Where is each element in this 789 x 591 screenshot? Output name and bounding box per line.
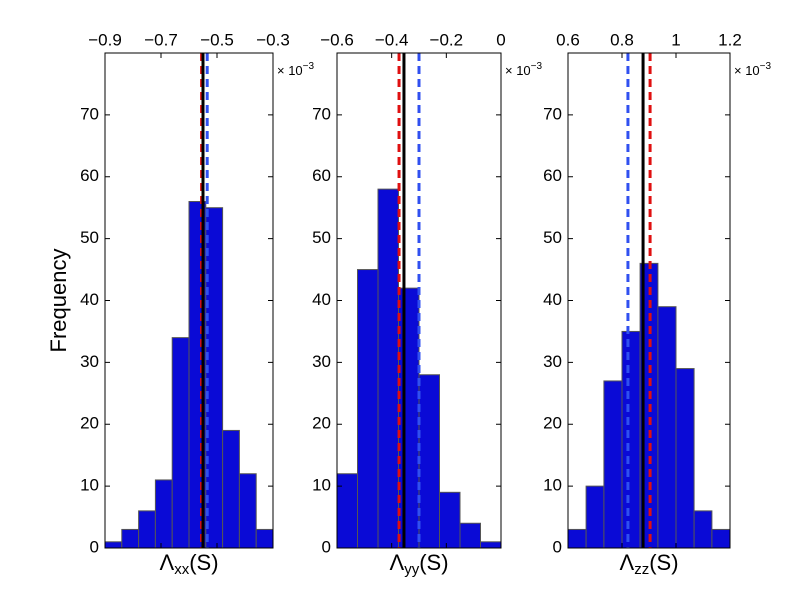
y-tick-label: 0 [322, 537, 331, 556]
y-tick-label: 30 [312, 352, 331, 371]
histogram-bar [138, 510, 156, 549]
x-tick-label: 0.8 [610, 30, 634, 49]
x-axis-label: Λyy(S) [389, 550, 448, 578]
y-tick-label: 10 [543, 476, 562, 495]
x-tick-label: 0 [496, 30, 505, 49]
x-axis-label-subscript: zz [634, 561, 649, 578]
x-multiplier-base: × 10 [505, 63, 531, 78]
y-tick-label: 50 [80, 228, 99, 247]
x-tick-label: −0.9 [88, 30, 122, 49]
histogram-bar [621, 330, 641, 549]
x-multiplier-exponent: −3 [531, 61, 543, 72]
histogram-bar [459, 522, 481, 549]
histogram-bar [585, 485, 605, 549]
histogram-bar [154, 479, 173, 549]
x-tick-label: 0.6 [556, 30, 580, 49]
histogram-bar [657, 306, 677, 549]
x-axis-label-subscript: yy [404, 561, 420, 578]
y-tick-label: 10 [80, 476, 99, 495]
histogram-bar [439, 491, 461, 549]
histogram-bar [398, 287, 420, 549]
x-tick-label: −0.4 [375, 30, 409, 49]
x-axis-label-suffix: (S) [189, 550, 218, 575]
histogram-bar [121, 528, 140, 549]
x-multiplier-base: × 10 [277, 63, 303, 78]
histogram-bar [418, 374, 440, 549]
y-tick-label: 20 [312, 414, 331, 433]
x-axis-label-suffix: (S) [649, 550, 678, 575]
x-tick-label: −0.3 [256, 30, 290, 49]
x-tick-label: −0.2 [430, 30, 464, 49]
y-tick-label: 50 [543, 228, 562, 247]
y-tick-label: 20 [80, 414, 99, 433]
histogram-bar [104, 541, 123, 549]
y-tick-label: 50 [312, 228, 331, 247]
y-tick-label: 70 [80, 104, 99, 123]
x-tick-label: 1 [671, 30, 680, 49]
histogram-bar [603, 380, 623, 549]
x-multiplier-exponent: −3 [303, 61, 315, 72]
x-axis-label-symbol: Λ [619, 550, 634, 575]
histogram-bar [238, 473, 257, 549]
histogram-bar [675, 368, 695, 549]
y-tick-label: 70 [312, 104, 331, 123]
histogram-bar [222, 429, 240, 549]
y-tick-label: 40 [312, 290, 331, 309]
y-tick-label: 20 [543, 414, 562, 433]
histogram-bar [693, 510, 713, 549]
y-tick-label: 60 [312, 166, 331, 185]
x-tick-label: −0.7 [144, 30, 178, 49]
histogram-bar [377, 188, 399, 549]
x-axis-label: Λxx(S) [159, 550, 218, 578]
x-multiplier-exponent: −3 [760, 61, 772, 72]
x-multiplier: × 10−3 [277, 61, 315, 79]
y-tick-label: 0 [90, 537, 99, 556]
x-tick-label: 1.2 [718, 30, 742, 49]
histogram-bar [567, 528, 587, 549]
y-tick-label: 40 [80, 290, 99, 309]
y-tick-label: 30 [80, 352, 99, 371]
y-axis-label: Frequency [46, 249, 71, 353]
y-tick-label: 40 [543, 290, 562, 309]
x-axis-label-subscript: xx [174, 561, 190, 578]
histogram-bar [480, 541, 502, 549]
y-tick-label: 10 [312, 476, 331, 495]
histogram-bar [357, 269, 379, 549]
x-axis-label-symbol: Λ [389, 550, 404, 575]
x-multiplier: × 10−3 [505, 61, 543, 79]
x-tick-label: −0.6 [320, 30, 354, 49]
x-tick-label: −0.5 [200, 30, 234, 49]
histogram-bar [171, 337, 190, 549]
x-axis-label-suffix: (S) [419, 550, 448, 575]
histogram-bar [336, 473, 358, 549]
x-axis-label-symbol: Λ [159, 550, 174, 575]
y-tick-label: 70 [543, 104, 562, 123]
x-multiplier: × 10−3 [734, 61, 772, 79]
y-tick-label: 60 [543, 166, 562, 185]
y-tick-label: 60 [80, 166, 99, 185]
y-tick-label: 30 [543, 352, 562, 371]
x-axis-label: Λzz(S) [619, 550, 678, 578]
histogram-bar [255, 528, 274, 549]
y-tick-label: 0 [553, 537, 562, 556]
x-multiplier-base: × 10 [734, 63, 760, 78]
histogram-bar [711, 528, 731, 549]
